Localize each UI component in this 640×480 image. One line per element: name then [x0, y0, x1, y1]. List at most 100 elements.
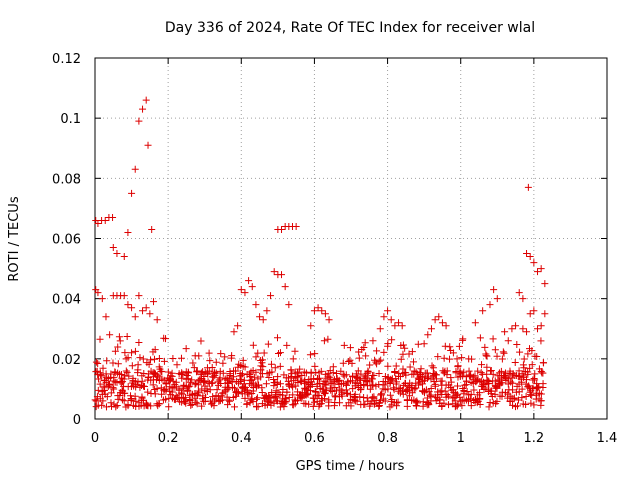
data-point — [376, 325, 384, 333]
data-point-band — [239, 370, 247, 378]
data-point-band — [486, 398, 494, 406]
data-point-band — [537, 337, 545, 345]
data-point-band — [210, 402, 218, 410]
data-point — [424, 331, 432, 339]
data-point-band — [280, 403, 288, 411]
data-point-band — [109, 359, 117, 367]
x-tick-label: 1 — [457, 431, 465, 446]
data-point-band — [120, 397, 128, 405]
data-point-band — [445, 401, 453, 409]
data-point-band — [377, 356, 385, 364]
data-point-band — [107, 370, 115, 378]
data-point-band — [96, 380, 104, 388]
data-point-band — [497, 367, 505, 375]
data-point-band — [254, 381, 262, 389]
data-point-band — [135, 339, 143, 347]
data-point-band — [458, 354, 466, 362]
data-point-band — [478, 377, 486, 385]
data-point-band — [372, 382, 380, 390]
data-point-band — [360, 344, 368, 352]
data-point-band — [528, 347, 536, 355]
data-point-band — [252, 353, 260, 361]
data-point-band — [425, 401, 433, 409]
data-point-band — [104, 382, 112, 390]
data-point-band — [254, 349, 262, 357]
data-point-band — [509, 379, 517, 387]
x-tick-label: 0.6 — [304, 431, 325, 446]
data-point-band — [237, 372, 245, 380]
data-point — [146, 310, 154, 318]
data-point-band — [518, 394, 526, 402]
data-point-band — [470, 386, 478, 394]
data-point-band — [368, 393, 376, 401]
data-point-band — [123, 368, 131, 376]
data-point-band — [98, 401, 106, 409]
data-point-band — [270, 375, 278, 383]
data-point — [318, 307, 326, 315]
data-point — [512, 322, 520, 330]
data-point — [252, 301, 260, 309]
data-point — [237, 286, 245, 294]
data-point-band — [158, 368, 166, 376]
data-point-band — [204, 378, 212, 386]
data-point — [486, 301, 494, 309]
data-point-band — [528, 361, 536, 369]
data-point-band — [249, 367, 257, 375]
data-point — [307, 322, 315, 330]
data-point-band — [500, 349, 508, 357]
data-point — [124, 301, 132, 309]
data-point-band — [99, 397, 107, 405]
data-point-band — [393, 402, 401, 410]
data-point-band — [366, 361, 374, 369]
data-point-band — [147, 356, 155, 364]
data-point-band — [186, 397, 194, 405]
y-tick-label: 0.08 — [52, 172, 81, 187]
data-point-band — [109, 384, 117, 392]
data-point-band — [289, 391, 297, 399]
data-point-band — [94, 359, 102, 367]
data-point-band — [357, 386, 365, 394]
data-point-band — [122, 367, 130, 375]
data-point-band — [96, 369, 104, 377]
data-point-band — [454, 363, 462, 371]
data-point-band — [366, 385, 374, 393]
data-point-band — [184, 386, 192, 394]
data-point-band — [413, 397, 421, 405]
data-point-band — [352, 372, 360, 380]
data-point-band — [158, 390, 166, 398]
data-point-band — [478, 361, 486, 369]
data-point-band — [202, 394, 210, 402]
data-point-band — [291, 347, 299, 355]
data-point-band — [369, 375, 377, 383]
data-point-band — [454, 382, 462, 390]
data-point-band — [405, 392, 413, 400]
data-point-band — [294, 370, 302, 378]
data-point-band — [102, 403, 110, 411]
data-point-band — [272, 393, 280, 401]
data-point-band — [476, 400, 484, 408]
data-point — [479, 307, 487, 315]
data-point-band — [283, 388, 291, 396]
data-point-band — [260, 349, 268, 357]
data-point-band — [162, 335, 170, 343]
data-point — [384, 307, 392, 315]
data-point — [420, 340, 428, 348]
data-point-band — [533, 353, 541, 361]
data-point-band — [111, 347, 119, 355]
data-point-band — [461, 381, 469, 389]
data-point-band — [289, 383, 297, 391]
data-point-band — [265, 374, 273, 382]
data-point-band — [241, 363, 249, 371]
data-point-band — [514, 402, 521, 410]
data-point-band — [487, 387, 495, 395]
data-point-band — [276, 362, 284, 370]
data-point-band — [117, 379, 125, 387]
data-point-band — [205, 367, 213, 375]
data-point-band — [274, 373, 282, 381]
data-point-band — [160, 357, 168, 365]
data-point — [314, 304, 322, 312]
data-point-band — [526, 364, 534, 372]
data-point — [515, 289, 523, 297]
data-point-band — [186, 382, 194, 390]
data-point-band — [329, 369, 337, 377]
